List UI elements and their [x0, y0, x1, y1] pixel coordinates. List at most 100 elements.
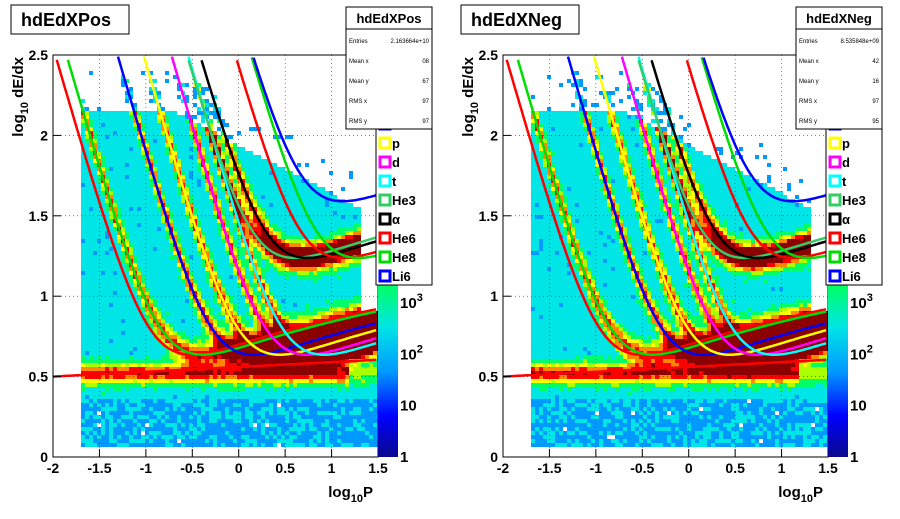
heatmap-cell	[249, 271, 253, 275]
heatmap-cell	[309, 235, 313, 239]
heatmap-cell	[257, 243, 261, 247]
heatmap-cell	[281, 375, 285, 379]
heatmap-cell	[289, 187, 293, 191]
heatmap-cell	[145, 387, 149, 391]
heatmap-cell	[169, 155, 173, 159]
heatmap-cell	[141, 239, 145, 243]
heatmap-cell	[261, 327, 265, 331]
heatmap-cell	[133, 435, 137, 439]
heatmap-cell	[273, 271, 277, 275]
heatmap-cell	[233, 387, 237, 391]
heatmap-cell	[89, 119, 93, 123]
heatmap-cell	[137, 187, 141, 191]
heatmap-cell	[289, 387, 293, 391]
heatmap-cell	[181, 427, 185, 431]
heatmap-cell	[297, 399, 301, 403]
heatmap-cell	[81, 127, 85, 131]
heatmap-cell	[157, 371, 161, 375]
heatmap-cell	[93, 127, 97, 131]
heatmap-cell	[321, 263, 325, 267]
heatmap-cell	[129, 419, 133, 423]
heatmap-cell	[85, 251, 89, 255]
heatmap-cell	[173, 419, 177, 423]
heatmap-cell	[261, 231, 265, 235]
heatmap-cell	[241, 239, 245, 243]
heatmap-cell	[309, 291, 313, 295]
heatmap-cell	[109, 399, 113, 403]
heatmap-cell	[141, 179, 145, 183]
heatmap-cell	[245, 211, 249, 215]
heatmap-cell	[257, 263, 261, 267]
heatmap-cell	[137, 411, 141, 415]
heatmap-cell	[257, 287, 261, 291]
heatmap-cell	[109, 291, 113, 295]
heatmap-cell	[149, 71, 153, 75]
panel-hdEdXPos: -2 -1.5 -1 -0.5 0 0.5 1 1.500.511.522.5log10Plo…	[10, 4, 433, 505]
heatmap-cell	[121, 287, 125, 291]
heatmap-cell	[125, 275, 129, 279]
heatmap-cell	[225, 419, 229, 423]
heatmap-cell	[209, 167, 213, 171]
heatmap-cell	[157, 227, 161, 231]
heatmap-cell	[225, 327, 229, 331]
heatmap-cell	[125, 119, 129, 123]
heatmap-cell	[145, 227, 149, 231]
heatmap-cell	[153, 131, 157, 135]
heatmap-cell	[141, 419, 145, 423]
heatmap-cell	[169, 139, 173, 143]
heatmap-cell	[213, 387, 217, 391]
heatmap-cell	[241, 327, 245, 331]
heatmap-cell	[133, 411, 137, 415]
heatmap-cell	[157, 95, 161, 99]
heatmap-cell	[225, 211, 229, 215]
heatmap-cell	[293, 407, 297, 411]
heatmap-cell	[205, 223, 209, 227]
heatmap-cell	[181, 231, 185, 235]
heatmap-cell	[257, 435, 261, 439]
heatmap-cell	[89, 147, 93, 151]
heatmap-cell	[153, 155, 157, 159]
heatmap-cell	[97, 295, 101, 299]
heatmap-cell	[177, 123, 181, 127]
heatmap-cell	[309, 399, 313, 403]
heatmap-cell	[297, 371, 301, 375]
heatmap-cell	[305, 339, 309, 343]
heatmap-cell	[277, 303, 281, 307]
heatmap-cell	[233, 355, 237, 359]
heatmap-cell	[237, 227, 241, 231]
heatmap-cell	[229, 439, 233, 443]
heatmap-cell	[177, 415, 181, 419]
heatmap-cell	[325, 339, 329, 343]
heatmap-cell	[189, 343, 193, 347]
heatmap-cell	[165, 175, 169, 179]
heatmap-cell	[197, 335, 201, 339]
heatmap-cell	[173, 223, 177, 227]
heatmap-cell	[177, 135, 181, 139]
heatmap-cell	[153, 259, 157, 263]
heatmap-cell	[189, 175, 193, 179]
heatmap-cell	[89, 363, 93, 367]
heatmap-cell	[173, 251, 177, 255]
heatmap-cell	[309, 251, 313, 255]
heatmap-cell	[121, 303, 125, 307]
heatmap-cell	[121, 79, 125, 83]
heatmap-cell	[125, 143, 129, 147]
heatmap-cell	[285, 295, 289, 299]
heatmap-cell	[245, 299, 249, 303]
heatmap-cell	[285, 323, 289, 327]
heatmap-cell	[133, 351, 137, 355]
heatmap-cell	[209, 403, 213, 407]
heatmap-cell	[153, 331, 157, 335]
heatmap-cell	[205, 263, 209, 267]
heatmap-cell	[225, 267, 229, 271]
heatmap-cell	[121, 419, 125, 423]
heatmap-cell	[289, 367, 293, 371]
heatmap-cell	[93, 399, 97, 403]
heatmap-cell	[289, 295, 293, 299]
heatmap-cell	[245, 415, 249, 419]
heatmap-cell	[301, 351, 305, 355]
heatmap-cell	[197, 351, 201, 355]
heatmap-cell	[185, 331, 189, 335]
heatmap-cell	[181, 379, 185, 383]
heatmap-cell	[125, 423, 129, 427]
